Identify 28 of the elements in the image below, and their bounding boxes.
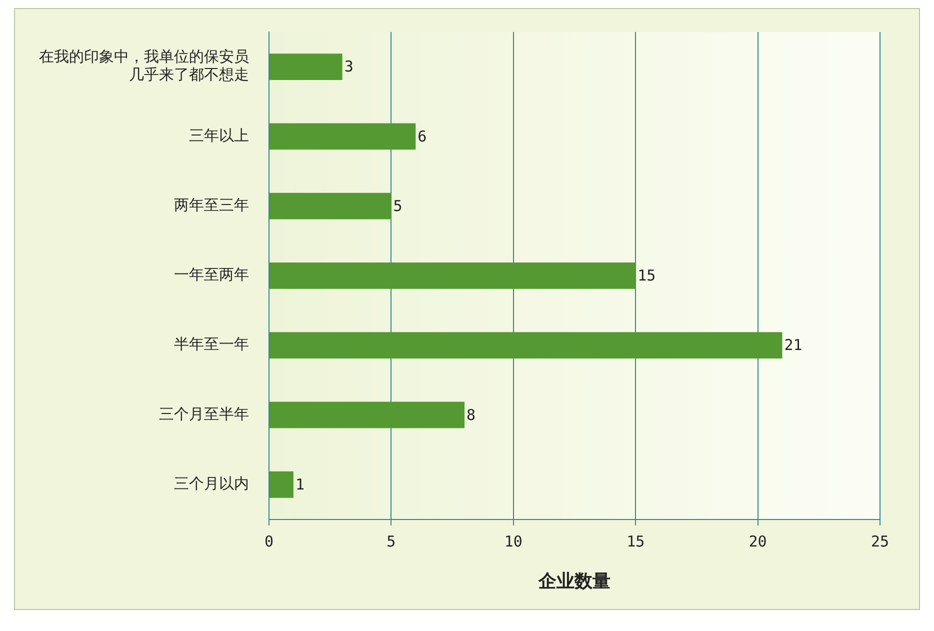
y-tick-label: 三个月至半年 xyxy=(159,404,249,423)
data-label: 5 xyxy=(393,196,402,215)
y-tick-label: 半年至一年 xyxy=(174,335,249,354)
bar xyxy=(270,402,465,428)
x-axis-title: 企业数量 xyxy=(538,570,610,592)
bar xyxy=(270,123,416,150)
y-tick-label: 两年至三年 xyxy=(174,196,249,214)
data-label: 1 xyxy=(295,475,304,494)
x-tick-label: 15 xyxy=(626,532,645,550)
data-label: 6 xyxy=(418,127,427,146)
x-tick-label: 20 xyxy=(748,532,767,550)
y-tick-label: 三年以上 xyxy=(189,126,249,144)
bar xyxy=(270,332,782,359)
data-label: 15 xyxy=(638,266,656,285)
bar xyxy=(270,192,392,220)
data-label: 8 xyxy=(466,406,476,424)
x-tick-label: 5 xyxy=(386,532,396,550)
bar xyxy=(270,54,342,80)
y-tick-label: 一年至两年 xyxy=(174,266,249,284)
x-tick-label: 10 xyxy=(504,532,522,550)
bar xyxy=(270,471,294,498)
y-tick-label: 三个月以内 xyxy=(174,474,249,492)
data-label: 21 xyxy=(784,336,802,354)
data-label: 3 xyxy=(344,58,354,76)
x-tick-label: 25 xyxy=(870,532,890,550)
x-tick-label: 0 xyxy=(264,532,274,550)
y-tick-label: 在我的印象中，我单位的保安员几乎来了都不想走 xyxy=(39,48,249,84)
bar xyxy=(270,262,636,289)
